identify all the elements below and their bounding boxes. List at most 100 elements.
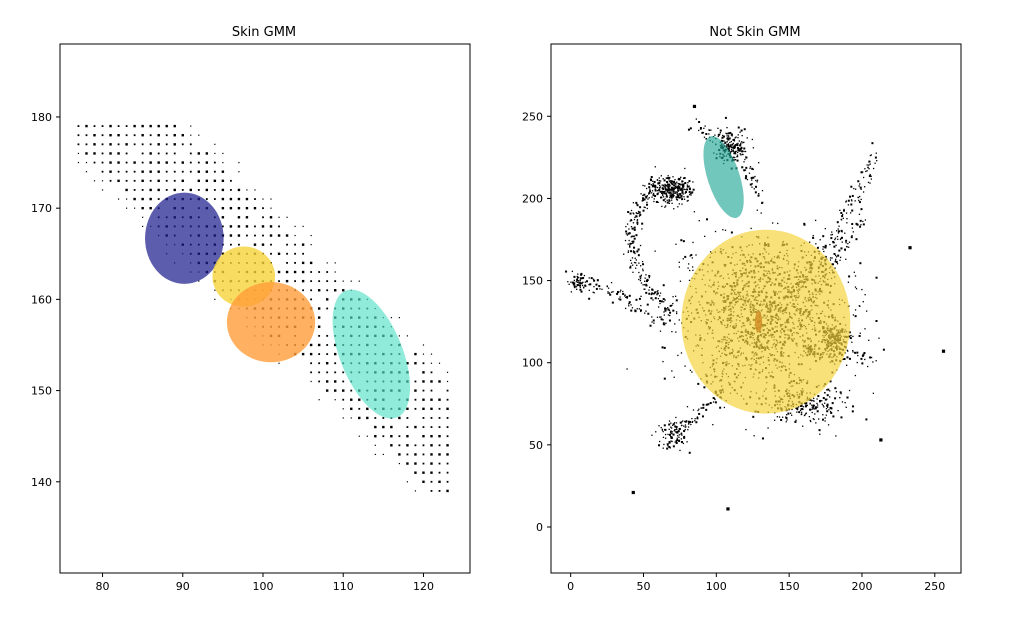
data-point — [430, 462, 433, 465]
data-point — [839, 259, 841, 261]
data-point — [866, 164, 868, 166]
data-point — [85, 161, 88, 164]
data-point — [149, 170, 152, 173]
data-point — [731, 146, 734, 148]
data-point — [342, 371, 345, 374]
data-point — [690, 194, 692, 196]
data-point — [839, 397, 841, 399]
data-point — [607, 287, 610, 289]
data-point — [318, 380, 321, 383]
data-point — [77, 161, 80, 164]
data-point — [637, 212, 639, 215]
data-point — [627, 250, 630, 252]
data-point — [658, 440, 661, 443]
data-point — [751, 183, 753, 185]
data-point — [577, 281, 579, 283]
data-point — [573, 279, 575, 281]
data-point — [836, 221, 839, 224]
data-point — [729, 141, 731, 144]
data-point — [702, 406, 705, 409]
data-point — [677, 430, 680, 433]
data-point — [651, 288, 654, 291]
data-point — [670, 186, 673, 189]
data-point — [93, 143, 96, 146]
data-point — [785, 417, 788, 420]
data-point — [823, 392, 826, 394]
data-point — [630, 236, 632, 238]
data-point — [856, 223, 859, 226]
data-point — [732, 138, 735, 141]
data-point — [645, 274, 647, 276]
data-point — [578, 284, 581, 287]
data-point — [643, 280, 646, 282]
data-point — [848, 357, 851, 360]
data-point — [827, 424, 830, 426]
data-point — [662, 436, 665, 439]
data-point — [847, 199, 850, 202]
data-point — [238, 243, 240, 246]
data-point — [867, 166, 869, 169]
data-point — [390, 444, 393, 447]
data-point — [668, 433, 671, 436]
data-point — [631, 240, 633, 243]
data-point — [438, 380, 441, 383]
data-point — [757, 194, 760, 197]
data-point — [277, 252, 281, 255]
data-point — [701, 415, 704, 418]
data-point — [294, 261, 296, 264]
data-point — [683, 435, 686, 438]
data-point — [677, 182, 679, 185]
data-point — [302, 289, 305, 292]
data-point — [861, 354, 864, 357]
data-point — [846, 396, 849, 399]
data-point — [592, 278, 595, 280]
data-point — [738, 149, 741, 152]
data-point — [673, 194, 675, 197]
data-point — [630, 226, 633, 228]
data-point — [785, 416, 787, 418]
data-point — [662, 196, 665, 198]
data-point — [756, 179, 759, 181]
data-point — [851, 227, 854, 229]
data-point — [741, 150, 744, 153]
data-point — [731, 150, 733, 152]
data-point — [222, 152, 224, 155]
data-point — [846, 356, 849, 359]
data-point — [683, 177, 686, 180]
data-point — [813, 397, 815, 399]
data-point — [286, 243, 288, 246]
data-point — [798, 411, 801, 414]
data-point — [874, 156, 877, 159]
data-point — [618, 298, 620, 300]
data-point — [682, 240, 685, 243]
data-point — [627, 243, 629, 245]
data-point — [858, 305, 860, 307]
data-point — [662, 178, 664, 180]
data-point — [262, 207, 264, 210]
data-point — [671, 436, 673, 438]
data-point — [660, 175, 662, 177]
data-point — [664, 299, 666, 301]
data-point — [744, 158, 746, 161]
data-point — [799, 409, 802, 412]
data-point — [654, 195, 656, 197]
data-point — [648, 289, 650, 291]
data-point — [648, 190, 651, 193]
data-point — [293, 270, 297, 274]
data-point — [382, 453, 384, 456]
data-point — [676, 191, 679, 193]
data-point — [740, 143, 742, 145]
data-point — [652, 180, 654, 182]
data-point — [694, 420, 696, 422]
data-point — [666, 443, 669, 446]
data-point — [681, 183, 684, 186]
data-point — [736, 155, 739, 158]
data-point — [595, 283, 598, 286]
data-point — [778, 416, 781, 418]
data-point — [656, 186, 659, 189]
data-point — [593, 292, 595, 294]
data-point — [672, 187, 675, 190]
data-point — [294, 252, 296, 255]
data-point — [570, 291, 573, 293]
data-point — [414, 362, 417, 365]
